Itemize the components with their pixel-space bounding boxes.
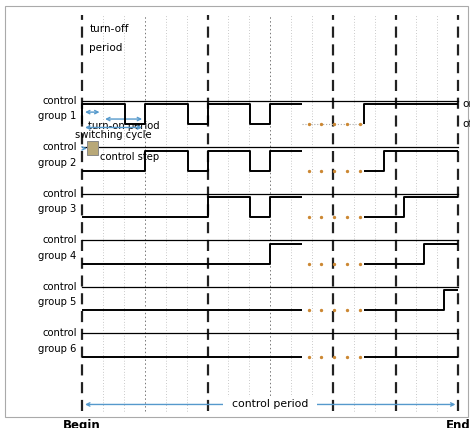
Text: control: control [42, 142, 77, 152]
Text: turn-on period: turn-on period [88, 122, 159, 131]
Text: group 3: group 3 [39, 204, 77, 214]
FancyBboxPatch shape [87, 141, 98, 155]
Text: period: period [89, 43, 123, 53]
Text: control: control [42, 282, 77, 292]
Text: on: on [462, 99, 470, 109]
Text: group 2: group 2 [38, 158, 77, 168]
Text: Begin: Begin [63, 419, 101, 428]
Text: off: off [462, 119, 470, 129]
Text: control: control [42, 189, 77, 199]
Text: control period: control period [225, 399, 315, 410]
Text: control: control [42, 328, 77, 339]
Text: group 6: group 6 [38, 344, 77, 354]
Text: control: control [42, 96, 77, 106]
Text: control step: control step [100, 152, 159, 162]
Text: group 5: group 5 [38, 297, 77, 307]
Text: turn-off: turn-off [89, 24, 129, 33]
Text: group 4: group 4 [39, 251, 77, 261]
Text: switching cycle: switching cycle [75, 130, 152, 140]
Text: group 1: group 1 [38, 111, 77, 121]
Text: End: End [446, 419, 470, 428]
Text: control: control [42, 235, 77, 245]
